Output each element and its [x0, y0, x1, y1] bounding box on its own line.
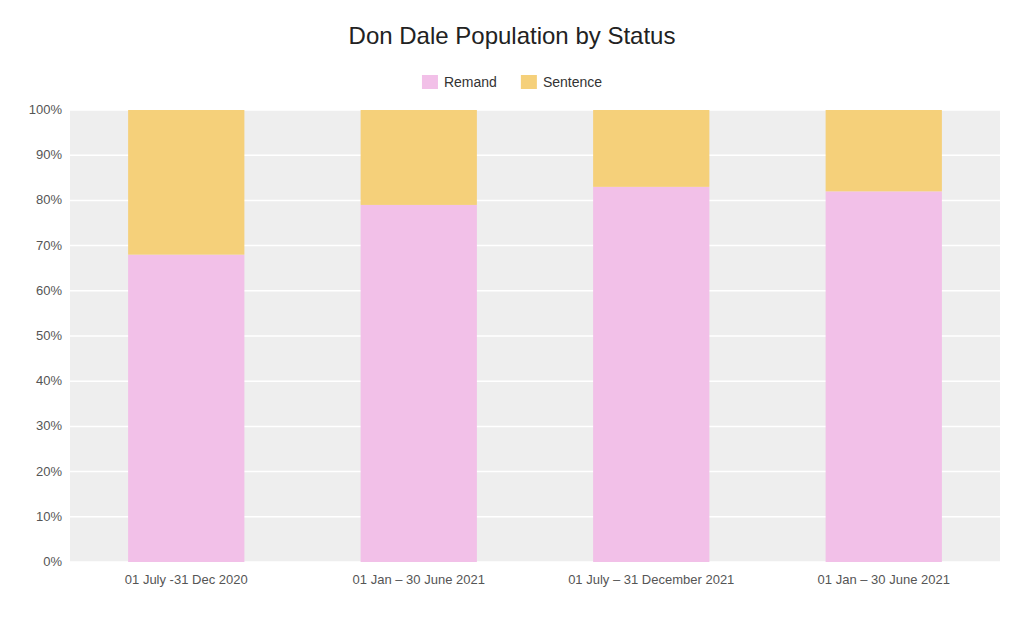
legend-label: Remand	[444, 74, 497, 90]
bar	[593, 187, 709, 562]
bar	[361, 205, 477, 562]
y-tick-label: 40%	[36, 373, 62, 388]
y-tick-label: 0%	[43, 554, 62, 569]
y-tick-label: 90%	[36, 147, 62, 162]
bar	[361, 110, 477, 205]
y-axis: 0% 10% 20% 30% 40% 50% 60% 70% 80% 90% 100%	[29, 102, 1000, 569]
y-tick-label: 30%	[36, 418, 62, 433]
bars	[128, 110, 942, 562]
x-tick-label: 01 July – 31 December 2021	[568, 572, 734, 587]
title: Don Dale Population by Status	[349, 22, 676, 49]
y-tick-label: 100%	[29, 102, 63, 117]
x-tick-label: 01 July -31 Dec 2020	[125, 572, 248, 587]
y-tick-label: 50%	[36, 328, 62, 343]
legend-label: Sentence	[543, 74, 602, 90]
bar	[826, 110, 942, 191]
plot-background	[70, 110, 1000, 562]
x-tick-label: 01 Jan – 30 June 2021	[818, 572, 950, 587]
x-axis: 01 July -31 Dec 2020 01 Jan – 30 June 202…	[125, 572, 950, 587]
y-tick-label: 60%	[36, 283, 62, 298]
bar	[128, 255, 244, 562]
legend-swatch	[521, 75, 537, 89]
y-tick-label: 80%	[36, 192, 62, 207]
y-tick-label: 10%	[36, 509, 62, 524]
bar	[128, 110, 244, 255]
x-tick-label: 01 Jan – 30 June 2021	[353, 572, 485, 587]
bar	[826, 191, 942, 562]
chart: Don Dale Population by Status 0% 10% 20% 30%…	[0, 0, 1024, 622]
y-tick-label: 70%	[36, 238, 62, 253]
bar	[593, 110, 709, 187]
legend: Remand Sentence	[422, 74, 602, 90]
legend-swatch	[422, 75, 438, 89]
y-tick-label: 20%	[36, 464, 62, 479]
